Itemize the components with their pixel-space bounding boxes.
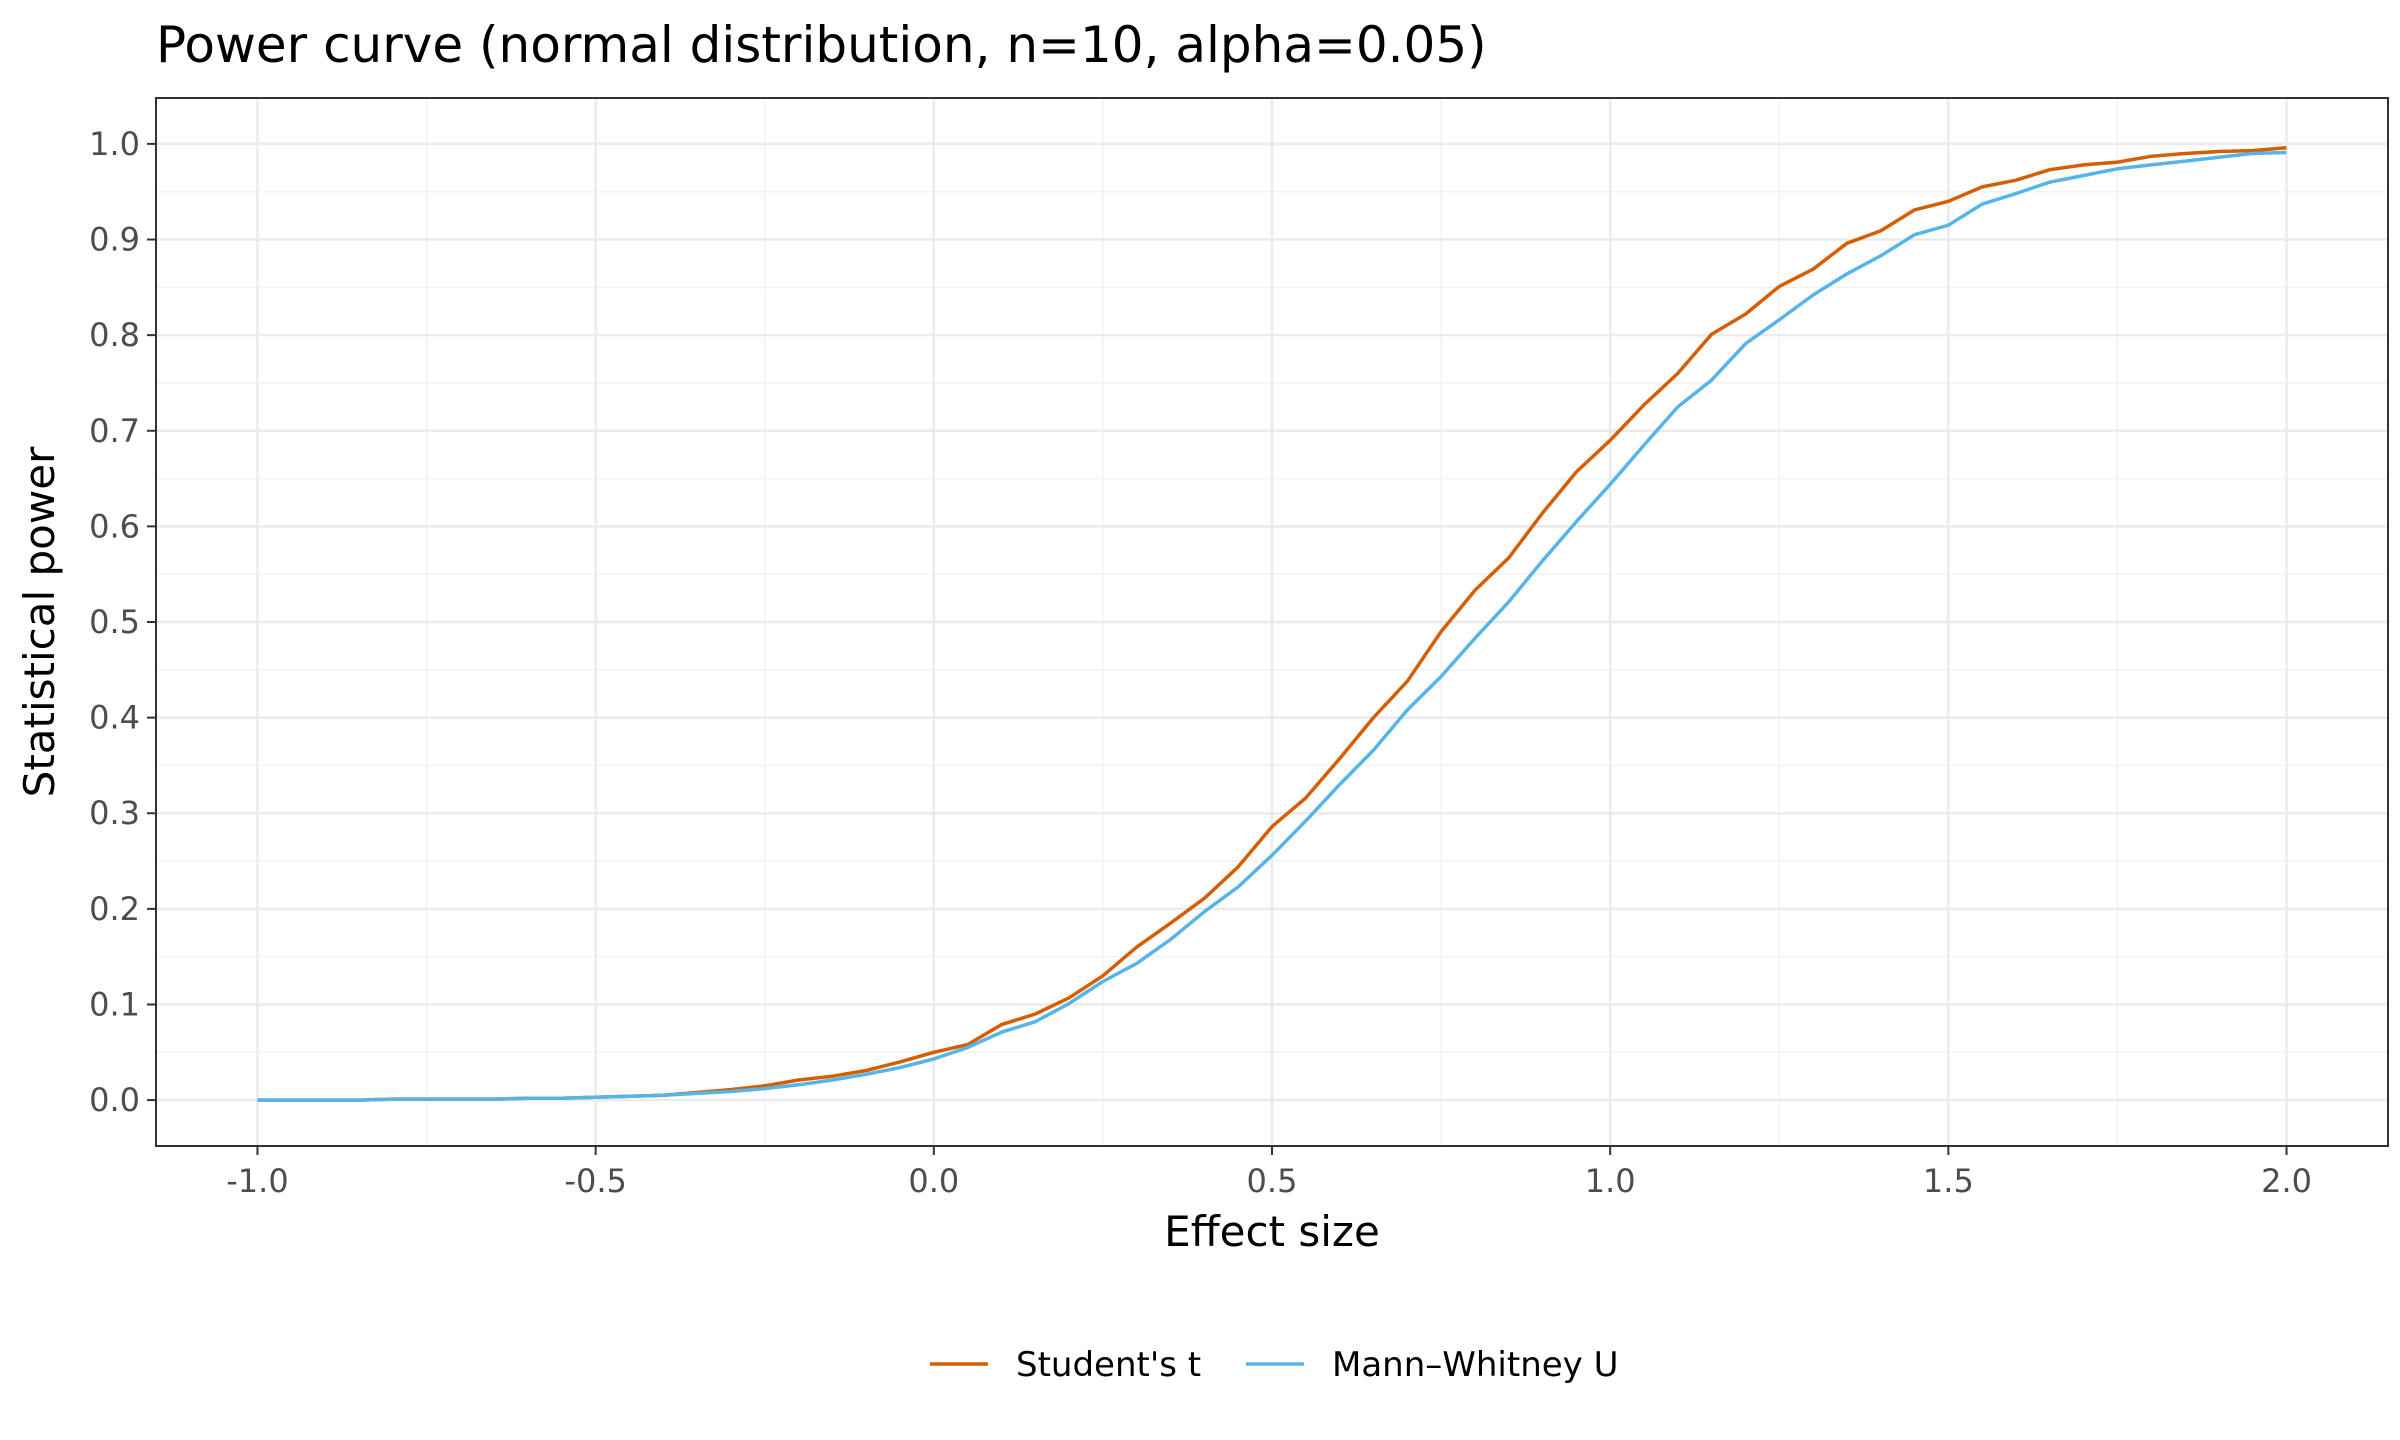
y-tick-label: 0.0 (89, 1081, 140, 1119)
y-axis-title: Statistical power (15, 446, 64, 797)
y-tick-label: 0.5 (89, 603, 140, 641)
y-tick-label: 0.8 (89, 316, 140, 354)
y-tick-label: 1.0 (89, 125, 140, 163)
x-tick-label: 0.5 (1247, 1162, 1298, 1200)
x-tick-label: 1.5 (1923, 1162, 1974, 1200)
legend-label-0: Student's t (1016, 1345, 1201, 1385)
y-axis: 0.0 0.1 0.2 0.3 0.4 0.5 0.6 0.7 0.8 0.9 1.0 (89, 125, 156, 1119)
y-tick-label: 0.1 (89, 985, 140, 1023)
x-axis-title: Effect size (1164, 1207, 1380, 1256)
y-tick-label: 0.4 (89, 699, 140, 737)
series-line-1 (257, 150, 2287, 1102)
y-tick-label: 0.3 (89, 794, 140, 832)
legend: Student's t Mann–Whitney U (930, 1345, 1619, 1385)
x-tick-label: -0.5 (564, 1162, 626, 1200)
x-tick-label: 0.0 (908, 1162, 959, 1200)
y-tick-label: 0.2 (89, 890, 140, 928)
y-tick-label: 0.7 (89, 412, 140, 450)
chart-title: Power curve (normal distribution, n=10, … (156, 16, 1487, 74)
series-lines (257, 145, 2287, 1102)
x-tick-label: 2.0 (2261, 1162, 2312, 1200)
y-tick-label: 0.6 (89, 507, 140, 545)
major-gridlines (156, 98, 2388, 1146)
x-tick-label: -1.0 (226, 1162, 288, 1200)
y-tick-label: 0.9 (89, 221, 140, 259)
legend-label-1: Mann–Whitney U (1332, 1345, 1619, 1385)
x-axis: -1.0 -0.5 0.0 0.5 1.0 1.5 2.0 (226, 1146, 2312, 1200)
x-tick-label: 1.0 (1585, 1162, 1636, 1200)
